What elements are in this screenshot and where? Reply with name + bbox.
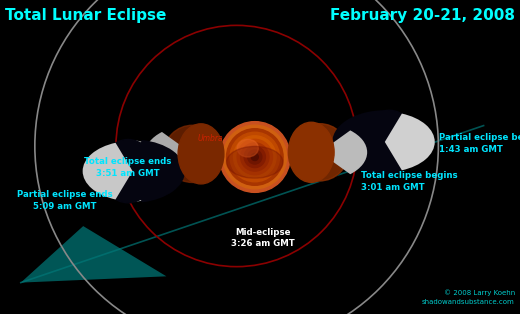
Ellipse shape — [251, 154, 258, 160]
Text: Total eclipse ends
3:51 am GMT: Total eclipse ends 3:51 am GMT — [84, 157, 171, 178]
Ellipse shape — [227, 146, 283, 178]
Text: Partial eclipse ends
5:09 am GMT: Partial eclipse ends 5:09 am GMT — [17, 190, 113, 211]
Ellipse shape — [291, 124, 348, 181]
Polygon shape — [21, 226, 166, 283]
Ellipse shape — [383, 146, 389, 153]
Wedge shape — [385, 114, 435, 170]
Ellipse shape — [392, 132, 396, 137]
Ellipse shape — [136, 165, 141, 171]
Ellipse shape — [227, 129, 283, 185]
Ellipse shape — [237, 139, 272, 175]
Ellipse shape — [230, 132, 280, 182]
Ellipse shape — [101, 139, 155, 203]
Text: Mid-eclipse
3:26 am GMT: Mid-eclipse 3:26 am GMT — [231, 228, 294, 248]
Ellipse shape — [178, 124, 224, 184]
Ellipse shape — [223, 125, 287, 189]
Ellipse shape — [244, 146, 265, 168]
Ellipse shape — [102, 141, 163, 201]
Ellipse shape — [123, 172, 127, 176]
Ellipse shape — [241, 143, 269, 171]
Text: Total eclipse begins
3:01 am GMT: Total eclipse begins 3:01 am GMT — [361, 171, 458, 192]
Ellipse shape — [291, 124, 348, 181]
Ellipse shape — [378, 129, 385, 137]
Text: Partial eclipse begins
1:43 am GMT: Partial eclipse begins 1:43 am GMT — [439, 133, 520, 154]
Ellipse shape — [126, 159, 133, 166]
Ellipse shape — [237, 139, 258, 157]
Text: February 20-21, 2008: February 20-21, 2008 — [330, 8, 515, 23]
Text: Total Lunar Eclipse: Total Lunar Eclipse — [5, 8, 166, 23]
Ellipse shape — [233, 136, 276, 178]
Ellipse shape — [164, 125, 221, 182]
Text: © 2008 Larry Koehn
shadowandsubstance.com: © 2008 Larry Koehn shadowandsubstance.co… — [422, 290, 515, 305]
Ellipse shape — [289, 122, 334, 182]
Wedge shape — [133, 140, 185, 202]
Ellipse shape — [388, 136, 394, 142]
Text: Umbra: Umbra — [198, 134, 224, 143]
Wedge shape — [145, 132, 192, 176]
Ellipse shape — [219, 122, 290, 192]
Wedge shape — [83, 143, 133, 199]
Ellipse shape — [131, 176, 137, 182]
Wedge shape — [332, 110, 394, 174]
Ellipse shape — [375, 143, 380, 147]
Ellipse shape — [355, 112, 415, 172]
Wedge shape — [320, 130, 367, 174]
Ellipse shape — [164, 125, 221, 182]
Ellipse shape — [248, 150, 262, 164]
Ellipse shape — [362, 110, 417, 174]
